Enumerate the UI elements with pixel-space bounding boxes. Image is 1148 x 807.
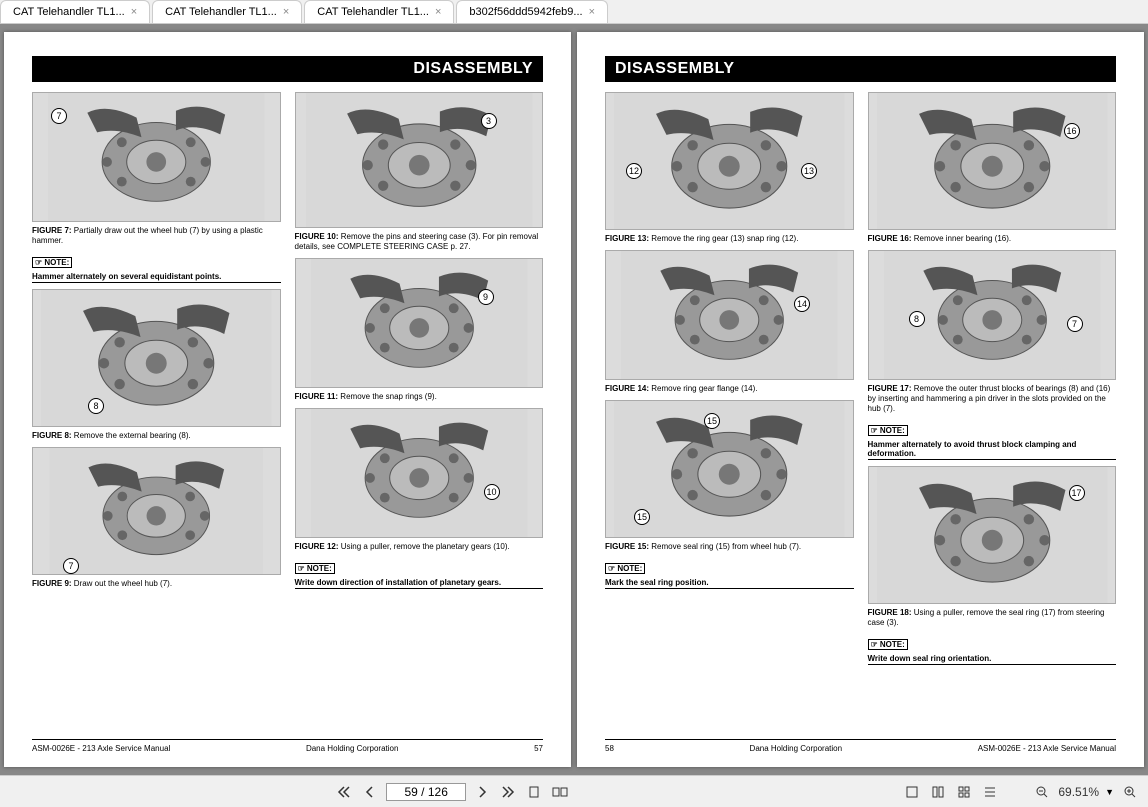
figure-image: 16: [868, 92, 1117, 230]
facing-pages-icon[interactable]: [550, 782, 570, 802]
note-label: ☞ NOTE:: [295, 563, 335, 574]
figure-image: 10: [295, 408, 544, 538]
footer-page-num: 57: [534, 744, 543, 753]
page-footer: ASM-0026E - 213 Axle Service Manual Dana…: [32, 739, 543, 753]
tab-label: CAT Telehandler TL1...: [317, 6, 429, 18]
tab-2[interactable]: CAT Telehandler TL1... ×: [304, 0, 454, 23]
zoom-level: 69.51%: [1058, 785, 1099, 799]
callout-bubble: 10: [484, 484, 500, 500]
callout-bubble: 17: [1069, 485, 1085, 501]
view-mode-2-icon[interactable]: [928, 782, 948, 802]
figure-caption: FIGURE 12: Using a puller, remove the pl…: [295, 542, 544, 552]
zoom-in-button[interactable]: [1120, 782, 1140, 802]
prev-page-button[interactable]: [360, 782, 380, 802]
note-text: Mark the seal ring position.: [605, 578, 854, 589]
footer-center: Dana Holding Corporation: [306, 744, 399, 753]
figure-image: 12 13: [605, 92, 854, 230]
note-text: Hammer alternately on several equidistan…: [32, 272, 281, 283]
page-right: DISASSEMBLY 12 13 FIGURE 13: Remove the ri…: [577, 32, 1144, 767]
footer-page-num: 58: [605, 744, 614, 753]
view-mode-4-icon[interactable]: [980, 782, 1000, 802]
tab-label: CAT Telehandler TL1...: [13, 6, 125, 18]
footer-left: ASM-0026E - 213 Axle Service Manual: [32, 744, 170, 753]
figure-image: 8: [32, 289, 281, 427]
first-page-button[interactable]: [334, 782, 354, 802]
callout-bubble: 7: [63, 558, 79, 574]
single-page-icon[interactable]: [524, 782, 544, 802]
close-icon[interactable]: ×: [283, 6, 289, 18]
page-number-input[interactable]: 59 / 126: [386, 783, 466, 801]
tab-0[interactable]: CAT Telehandler TL1... ×: [0, 0, 150, 23]
close-icon[interactable]: ×: [131, 6, 137, 18]
figure-caption: FIGURE 7: Partially draw out the wheel h…: [32, 226, 281, 246]
figure-image: 3: [295, 92, 544, 228]
figure-caption: FIGURE 9: Draw out the wheel hub (7).: [32, 579, 281, 589]
tab-3[interactable]: b302f56ddd5942feb9... ×: [456, 0, 608, 23]
figure-caption: FIGURE 18: Using a puller, remove the se…: [868, 608, 1117, 628]
callout-bubble: 8: [909, 311, 925, 327]
close-icon[interactable]: ×: [589, 6, 595, 18]
zoom-dropdown-icon[interactable]: ▼: [1105, 787, 1114, 797]
tab-1[interactable]: CAT Telehandler TL1... ×: [152, 0, 302, 23]
document-viewport: DISASSEMBLY 7 FIGURE 7: Partially draw ou…: [0, 24, 1148, 775]
note-text: Hammer alternately to avoid thrust block…: [868, 440, 1117, 460]
figure-caption: FIGURE 17: Remove the outer thrust block…: [868, 384, 1117, 414]
callout-bubble: 13: [801, 163, 817, 179]
close-icon[interactable]: ×: [435, 6, 441, 18]
section-header: DISASSEMBLY: [605, 56, 1116, 82]
note-label: ☞ NOTE:: [868, 639, 908, 650]
callout-bubble: 12: [626, 163, 642, 179]
zoom-out-button[interactable]: [1032, 782, 1052, 802]
tab-bar: CAT Telehandler TL1... × CAT Telehandler …: [0, 0, 1148, 24]
tab-label: b302f56ddd5942feb9...: [469, 6, 582, 18]
figure-image: 17: [868, 466, 1117, 604]
figure-caption: FIGURE 16: Remove inner bearing (16).: [868, 234, 1117, 244]
note-label: ☞ NOTE:: [605, 563, 645, 574]
page-footer: 58 Dana Holding Corporation ASM-0026E - …: [605, 739, 1116, 753]
note-text: Write down direction of installation of …: [295, 578, 544, 589]
next-page-button[interactable]: [472, 782, 492, 802]
note-label: ☞ NOTE:: [32, 257, 72, 268]
section-header: DISASSEMBLY: [32, 56, 543, 82]
callout-bubble: 7: [51, 108, 67, 124]
footer-right: ASM-0026E - 213 Axle Service Manual: [978, 744, 1116, 753]
figure-image: 9: [295, 258, 544, 388]
page-left: DISASSEMBLY 7 FIGURE 7: Partially draw ou…: [4, 32, 571, 767]
figure-image: 1515: [605, 400, 854, 538]
tab-label: CAT Telehandler TL1...: [165, 6, 277, 18]
callout-bubble: 9: [478, 289, 494, 305]
callout-bubble: 15: [634, 509, 650, 525]
figure-caption: FIGURE 8: Remove the external bearing (8…: [32, 431, 281, 441]
callout-bubble: 3: [481, 113, 497, 129]
figure-caption: FIGURE 10: Remove the pins and steering …: [295, 232, 544, 252]
note-text: Write down seal ring orientation.: [868, 654, 1117, 665]
callout-bubble: 16: [1064, 123, 1080, 139]
figure-caption: FIGURE 13: Remove the ring gear (13) sna…: [605, 234, 854, 244]
last-page-button[interactable]: [498, 782, 518, 802]
note-label: ☞ NOTE:: [868, 425, 908, 436]
view-mode-3-icon[interactable]: [954, 782, 974, 802]
figure-image: 7: [32, 447, 281, 575]
callout-bubble: 14: [794, 296, 810, 312]
figure-caption: FIGURE 15: Remove seal ring (15) from wh…: [605, 542, 854, 552]
callout-bubble: 8: [88, 398, 104, 414]
figure-caption: FIGURE 14: Remove ring gear flange (14).: [605, 384, 854, 394]
bottom-toolbar: 59 / 126 69.51% ▼: [0, 775, 1148, 807]
figure-image: 7: [32, 92, 281, 222]
figure-image: 14: [605, 250, 854, 380]
callout-bubble: 15: [704, 413, 720, 429]
callout-bubble: 7: [1067, 316, 1083, 332]
figure-image: 87: [868, 250, 1117, 380]
figure-caption: FIGURE 11: Remove the snap rings (9).: [295, 392, 544, 402]
view-mode-1-icon[interactable]: [902, 782, 922, 802]
footer-center: Dana Holding Corporation: [750, 744, 843, 753]
